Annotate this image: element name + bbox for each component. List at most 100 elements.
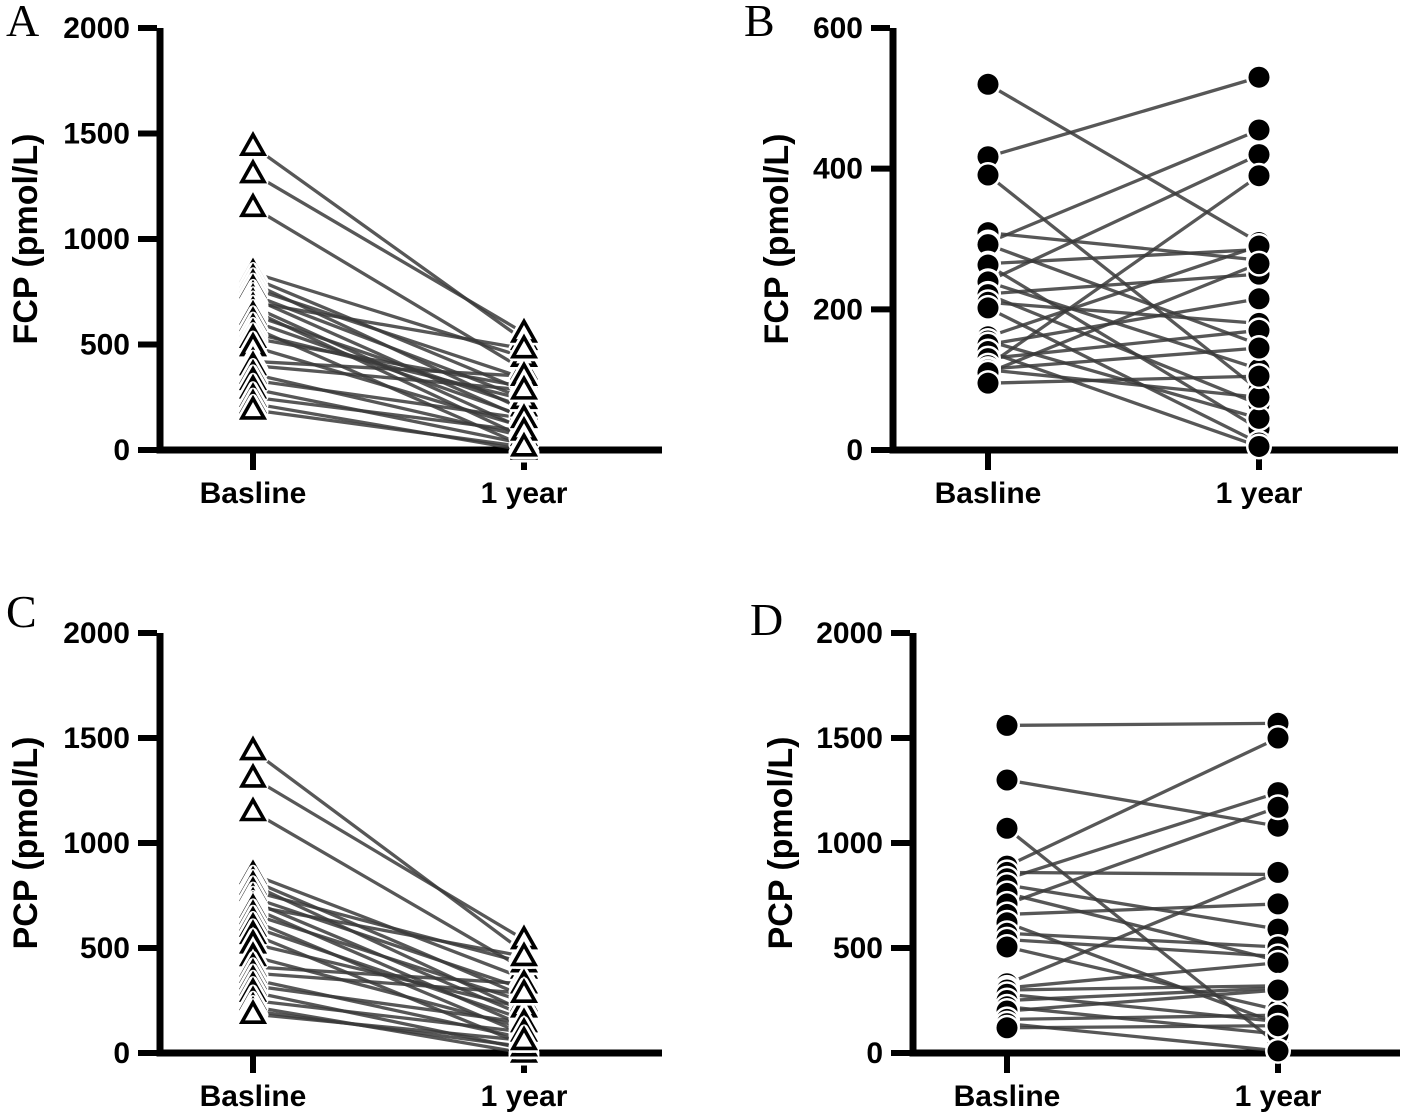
filled-circle-marker — [1248, 235, 1270, 257]
pair-line — [987, 153, 1260, 283]
panel-d-chart: D 0 500 1000 1500 2000 Basline 1 year PCP (pmol/… — [750, 594, 1400, 1113]
pair-line — [252, 336, 525, 389]
pair-line — [252, 749, 525, 954]
y-tick-label: 1500 — [63, 722, 130, 755]
x-tick-label: Basline — [954, 1080, 1061, 1113]
pair-line — [987, 293, 1260, 406]
filled-circle-marker — [1267, 1015, 1289, 1037]
pair-line — [252, 998, 525, 1034]
y-tick-label: 0 — [113, 434, 130, 467]
pair-line — [987, 346, 1260, 371]
y-tick-label: 1000 — [63, 223, 130, 256]
pair-line — [252, 395, 525, 433]
open-triangle-marker — [238, 158, 268, 184]
pair-line — [252, 912, 525, 1004]
y-tick-label: 1000 — [816, 827, 883, 860]
x-tick-label: 1 year — [1216, 477, 1303, 510]
pair-line — [987, 174, 1260, 367]
y-tick-label: 2000 — [63, 12, 130, 45]
open-triangle-marker — [509, 374, 539, 400]
pair-line — [252, 925, 525, 1021]
pair-line — [252, 331, 525, 401]
pair-line — [1006, 921, 1279, 1026]
pair-line — [987, 272, 1260, 296]
y-axis-title: FCP (pmol/L) — [7, 134, 45, 345]
y-tick-label: 2000 — [816, 617, 883, 650]
pair-line — [987, 82, 1260, 244]
filled-circle-marker — [996, 936, 1018, 958]
panel-c-chart: C 0 500 1000 1500 2000 Basline 1 year PCP (pmol/… — [6, 586, 662, 1113]
y-axis-title: FCP (pmol/L) — [758, 134, 796, 345]
y-tick-label: 1500 — [63, 118, 130, 151]
pair-line — [987, 297, 1260, 347]
pair-line — [1006, 1013, 1279, 1022]
pair-line — [1006, 1005, 1279, 1036]
pair-line — [1006, 986, 1279, 1003]
axis-spine — [909, 633, 1400, 1057]
filled-circle-marker — [1248, 407, 1270, 429]
pair-line — [252, 810, 525, 971]
open-triangle-marker — [509, 1025, 539, 1051]
open-triangle-marker — [238, 735, 268, 761]
filled-circle-marker — [977, 164, 999, 186]
filled-circle-marker — [1248, 386, 1270, 408]
y-tick-label: 400 — [813, 153, 863, 186]
pair-line — [987, 374, 1260, 385]
open-triangle-marker — [238, 130, 268, 156]
filled-circle-marker — [1248, 144, 1270, 166]
pair-line — [252, 363, 525, 392]
filled-circle-marker — [977, 234, 999, 256]
pair-line — [987, 231, 1260, 262]
panel-a-chart: A 0 500 1000 1500 2000 Basline 1 year FCP (pmol/… — [6, 0, 662, 510]
open-triangle-marker — [509, 333, 539, 359]
x-tick-label: 1 year — [481, 1080, 568, 1113]
pair-line — [252, 1012, 525, 1043]
filled-circle-marker — [977, 297, 999, 319]
y-tick-label: 0 — [846, 434, 863, 467]
pair-line — [1006, 988, 1279, 1013]
pair-line — [987, 128, 1260, 245]
x-tick-label: Basline — [200, 1080, 307, 1113]
pair-line — [252, 965, 525, 986]
y-tick-label: 1500 — [816, 722, 883, 755]
pair-line — [1006, 902, 1279, 917]
pair-line — [252, 971, 525, 995]
y-tick-label: 1000 — [63, 827, 130, 860]
filled-circle-marker — [1267, 861, 1289, 883]
pair-line — [987, 306, 1260, 445]
pair-line — [987, 368, 1260, 399]
filled-circle-marker — [1248, 337, 1270, 359]
filled-circle-marker — [1267, 918, 1289, 940]
open-triangle-marker — [509, 941, 539, 967]
pair-line — [1006, 870, 1279, 986]
pair-line — [252, 359, 525, 378]
panel-letter: B — [744, 0, 775, 46]
pair-line — [987, 263, 1260, 431]
y-tick-label: 0 — [866, 1037, 883, 1070]
pair-line — [1006, 1024, 1279, 1030]
pair-line — [1006, 721, 1279, 728]
open-triangle-marker — [238, 394, 268, 420]
filled-circle-marker — [1267, 979, 1289, 1001]
pair-line — [252, 271, 525, 359]
filled-circle-marker — [996, 1017, 1018, 1039]
pair-line — [987, 280, 1260, 371]
axis-spine — [156, 633, 662, 1057]
y-axis-title: PCP (pmol/L) — [7, 737, 45, 950]
open-triangle-marker — [509, 977, 539, 1003]
y-tick-label: 0 — [113, 1037, 130, 1070]
filled-circle-marker — [996, 817, 1018, 839]
pair-line — [252, 378, 525, 420]
pair-line — [252, 776, 525, 942]
filled-circle-marker — [996, 769, 1018, 791]
filled-circle-marker — [996, 714, 1018, 736]
y-tick-label: 500 — [80, 932, 130, 965]
x-tick-label: Basline — [200, 477, 307, 510]
x-tick-label: 1 year — [1235, 1080, 1322, 1113]
open-triangle-marker — [238, 796, 268, 822]
filled-circle-marker — [1248, 165, 1270, 187]
open-triangle-marker — [238, 192, 268, 218]
pair-line — [1006, 805, 1279, 906]
filled-circle-marker — [1248, 288, 1270, 310]
